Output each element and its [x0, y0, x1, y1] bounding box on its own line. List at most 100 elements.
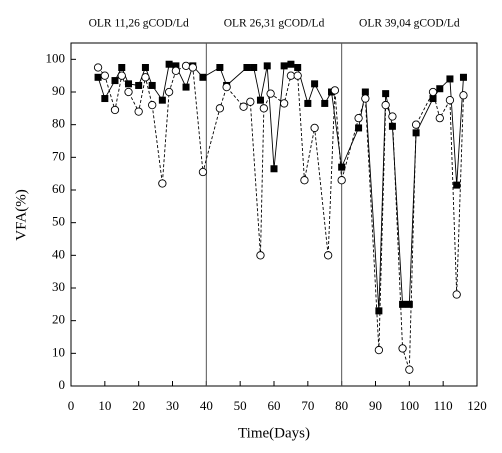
circle-marker [445, 96, 455, 105]
circle-marker [215, 104, 225, 113]
square-marker [158, 96, 166, 104]
phase-annotation: OLR 11,26 gCOD/Ld [89, 18, 189, 30]
circle-marker [181, 61, 191, 71]
square-marker [199, 73, 207, 81]
circle-marker [222, 82, 231, 92]
circle-marker [256, 251, 265, 260]
circle-marker [171, 66, 181, 75]
square-marker [270, 165, 278, 173]
circle-marker [100, 71, 109, 80]
circle-marker [198, 167, 208, 177]
square-marker [118, 64, 126, 71]
circle-marker [158, 179, 167, 188]
circle-marker [110, 105, 120, 115]
square-marker [361, 88, 369, 96]
circle-marker [330, 86, 340, 95]
x-tick-label: 90 [369, 398, 382, 413]
circle-marker [411, 120, 421, 129]
square-marker [399, 300, 407, 308]
y-tick-label: 10 [52, 344, 65, 359]
circle-marker [293, 71, 302, 80]
square-marker [453, 181, 461, 189]
square-marker [182, 83, 190, 91]
circle-marker [286, 71, 296, 80]
circle-marker [300, 176, 309, 185]
square-marker [165, 60, 173, 68]
square-marker [148, 81, 156, 89]
square-marker [94, 73, 102, 81]
x-tick-label: 40 [200, 398, 213, 413]
square-marker [101, 95, 109, 103]
square-marker [250, 64, 258, 71]
circle-marker [188, 63, 197, 72]
square-marker [256, 96, 264, 104]
x-tick-label: 50 [234, 398, 247, 413]
circle-marker [93, 63, 103, 72]
square-marker [446, 75, 454, 83]
square-marker [294, 64, 302, 71]
square-marker [311, 80, 319, 88]
x-tick-label: 70 [301, 398, 314, 413]
x-tick-label: 60 [268, 398, 281, 413]
circle-marker [124, 87, 133, 97]
circle-marker [435, 113, 444, 123]
x-tick-label: 110 [434, 398, 453, 413]
square-marker [388, 122, 396, 130]
y-tick-label: 70 [52, 148, 65, 163]
circle-marker [148, 100, 157, 110]
circle-marker [374, 345, 384, 355]
square-marker [405, 300, 413, 308]
x-tick-label: 80 [335, 398, 348, 413]
circle-marker [259, 104, 268, 113]
circle-marker [279, 99, 289, 108]
circle-marker [428, 87, 438, 97]
x-axis-label: Time(Days) [238, 425, 310, 441]
x-tick-label: 10 [98, 398, 111, 413]
series-line [97, 65, 464, 370]
square-marker [135, 81, 143, 89]
circle-marker [452, 290, 461, 299]
circle-marker [388, 112, 397, 121]
circle-marker [354, 113, 363, 123]
square-marker [304, 99, 312, 107]
y-axis-label: VFA(%) [13, 189, 29, 240]
x-tick-label: 100 [400, 398, 420, 413]
y-tick-label: 80 [52, 116, 65, 131]
square-marker [321, 99, 329, 107]
square-marker [172, 62, 180, 70]
square-marker [141, 64, 149, 71]
square-marker [263, 62, 271, 70]
square-marker [459, 73, 467, 81]
circle-marker [361, 94, 370, 103]
square-marker [111, 77, 119, 85]
square-marker [375, 307, 383, 315]
y-tick-label: 30 [52, 279, 65, 294]
circle-marker [246, 97, 255, 106]
phase-annotation: OLR 39,04 gCOD/Ld [359, 18, 460, 30]
square-marker [355, 124, 363, 132]
circle-marker [134, 107, 143, 116]
square-marker [125, 80, 133, 88]
y-tick-label: 60 [52, 181, 65, 196]
circle-marker [141, 73, 150, 82]
square-marker [436, 85, 444, 93]
square-marker [429, 95, 437, 103]
y-tick-label: 20 [52, 312, 65, 327]
circle-marker [398, 344, 407, 353]
x-tick-label: 20 [132, 398, 145, 413]
x-tick-label: 0 [68, 398, 75, 413]
circle-marker [266, 89, 275, 98]
circle-marker [323, 251, 333, 260]
circle-marker [164, 87, 174, 97]
y-tick-label: 90 [52, 83, 65, 98]
circle-marker [117, 71, 126, 80]
circle-marker [337, 176, 346, 185]
circle-marker [239, 102, 248, 111]
square-marker [287, 60, 295, 68]
phase-annotation: OLR 26,31 gCOD/Ld [224, 18, 325, 30]
circle-marker [310, 123, 319, 133]
square-marker [338, 163, 346, 171]
circle-marker [459, 91, 468, 100]
y-tick-label: 100 [46, 50, 66, 65]
